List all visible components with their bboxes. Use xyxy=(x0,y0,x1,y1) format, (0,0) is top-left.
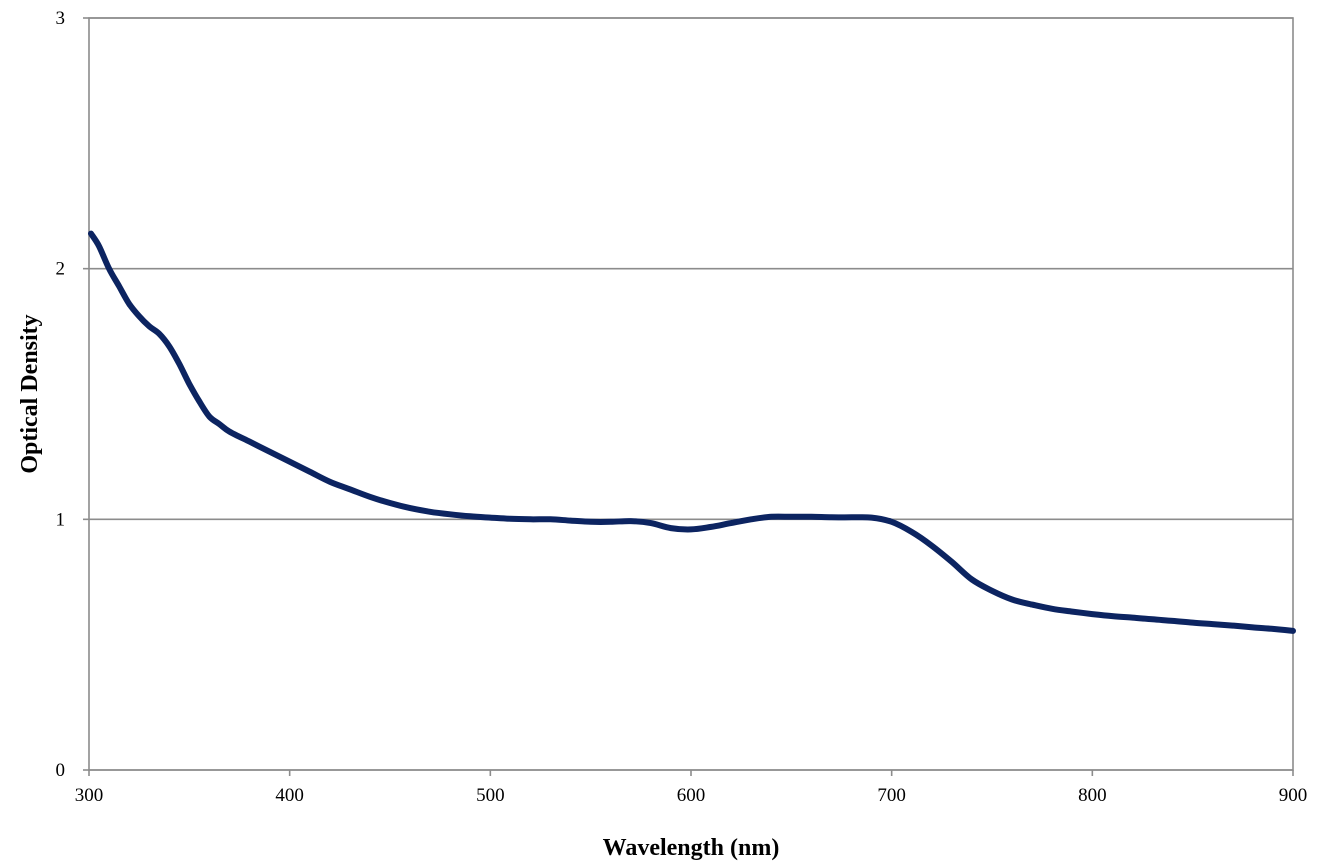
y-axis-title: Optical Density xyxy=(17,314,43,473)
x-axis-title: Wavelength (nm) xyxy=(603,835,780,861)
axis-ticks xyxy=(83,17,1294,776)
x-tick-label: 800 xyxy=(1078,785,1107,806)
y-axis-tick-labels: 0 1 2 3 xyxy=(56,8,66,781)
series-layer xyxy=(88,230,1296,634)
x-tick-label: 400 xyxy=(275,785,304,806)
y-tick-label: 0 xyxy=(56,760,66,781)
x-axis-tick-labels: 300 400 500 600 700 800 900 xyxy=(75,785,1308,806)
y-tick-label: 3 xyxy=(56,8,66,29)
gridlines xyxy=(89,17,1293,771)
x-tick-label: 500 xyxy=(476,785,505,806)
x-tick-label: 300 xyxy=(75,785,104,806)
series-line xyxy=(88,230,1296,634)
plot-area-frame xyxy=(88,17,1294,771)
y-tick-label: 1 xyxy=(56,509,66,530)
y-tick-label: 2 xyxy=(56,259,66,280)
x-tick-label: 900 xyxy=(1279,785,1308,806)
x-tick-label: 600 xyxy=(677,785,706,806)
x-tick-label: 700 xyxy=(877,785,906,806)
